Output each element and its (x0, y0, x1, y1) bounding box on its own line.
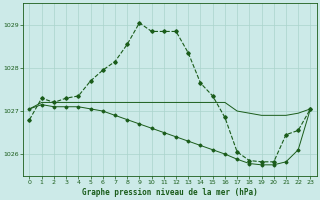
X-axis label: Graphe pression niveau de la mer (hPa): Graphe pression niveau de la mer (hPa) (82, 188, 258, 197)
